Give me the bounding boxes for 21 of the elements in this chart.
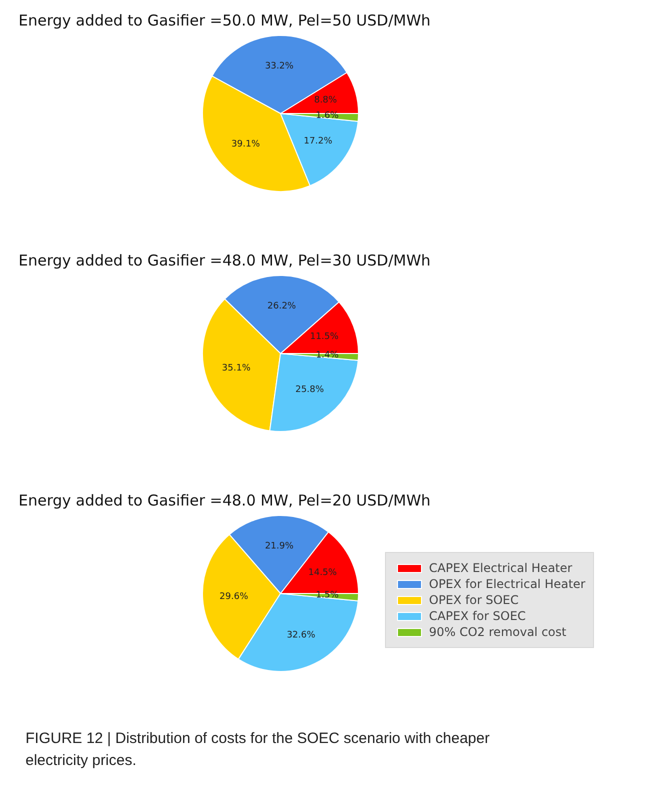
legend-label: CAPEX Electrical Heater [429,561,572,575]
chart-title: Energy added to Gasifier =48.0 MW, Pel=20 USD/MWh [18,492,431,510]
data-label: 8.8% [314,96,338,106]
data-label: 14.5% [308,568,338,578]
chart-title: Energy added to Gasifier =48.0 MW, Pel=30 USD/MWh [18,252,431,270]
data-label: 39.1% [231,140,260,150]
legend-label: OPEX for SOEC [429,593,519,607]
caption: FIGURE 12 | Distribution of costs for the SOEC scenario with cheaper electricity prices. [26,730,490,769]
data-label: 32.6% [286,630,316,641]
data-label: 35.1% [222,364,251,374]
data-label: 26.2% [267,302,296,312]
data-label: 29.6% [220,592,249,602]
data-label: 25.8% [295,385,324,396]
data-label: 21.9% [264,542,294,552]
legend-label: OPEX for Electrical Heater [429,577,586,591]
legend-label: CAPEX for SOEC [429,609,526,623]
chart-title: Energy added to Gasifier =50.0 MW, Pel=50 USD/MWh [18,12,431,30]
data-label: 33.2% [264,62,294,72]
legend-label: 90% CO2 removal cost [429,625,566,639]
data-label: 11.5% [310,332,340,342]
data-label: 17.2% [304,136,333,147]
